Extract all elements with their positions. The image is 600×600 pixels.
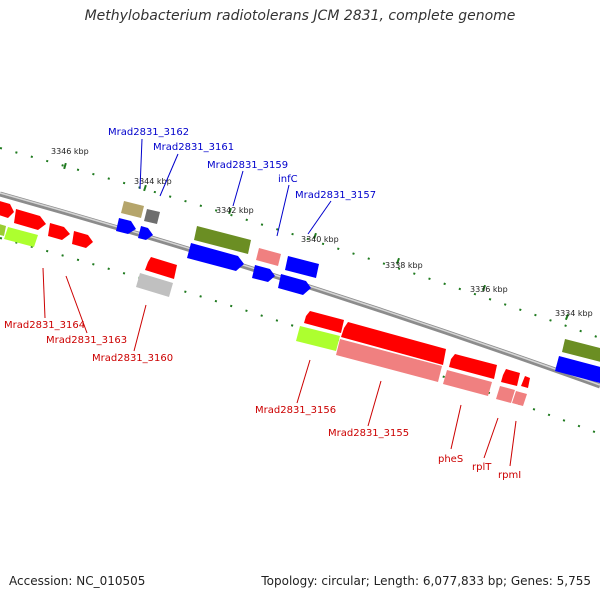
gene-feature[interactable] <box>194 226 251 254</box>
leader-line <box>42 267 46 319</box>
gene-feature[interactable] <box>296 326 340 351</box>
gene-feature[interactable] <box>0 200 14 218</box>
gene-feature[interactable] <box>304 311 344 333</box>
outer-ruler <box>0 147 600 339</box>
gene-label[interactable]: Mrad2831_3162 <box>108 127 189 138</box>
diagram-title: Methylobacterium radiotolerans JCM 2831,… <box>84 8 516 24</box>
gene-feature[interactable] <box>4 227 38 247</box>
gene-label[interactable]: Mrad2831_3159 <box>207 160 288 171</box>
gene-feature[interactable] <box>512 391 527 406</box>
ruler-tick <box>228 207 232 215</box>
gene-feature[interactable] <box>562 339 600 362</box>
forward-strand <box>0 200 600 383</box>
gene-feature[interactable] <box>256 248 281 266</box>
gene-label[interactable]: Mrad2831_3157 <box>295 190 376 201</box>
leader-line <box>276 184 290 237</box>
gene-feature[interactable] <box>14 209 46 230</box>
ruler-label: 3334 kbp <box>555 309 593 318</box>
gene-label[interactable]: Mrad2831_3161 <box>153 142 234 153</box>
gene-feature[interactable] <box>341 322 446 365</box>
gene-label[interactable]: Mrad2831_3163 <box>46 335 127 346</box>
ruler-tick <box>564 313 570 321</box>
gene-feature[interactable] <box>336 339 442 382</box>
ruler-label: 3338 kbp <box>385 261 423 270</box>
gene-feature[interactable] <box>48 223 70 240</box>
gene-feature[interactable] <box>496 386 515 403</box>
gene-feature[interactable] <box>521 376 530 388</box>
leader-line <box>296 359 311 404</box>
ruler-label: 3346 kbp <box>51 147 89 156</box>
gene-feature[interactable] <box>116 218 136 234</box>
genome-summary-text: Topology: circular; Length: 6,077,833 bp… <box>261 574 591 588</box>
gene-feature[interactable] <box>72 231 93 248</box>
gene-label[interactable]: Mrad2831_3160 <box>92 353 173 364</box>
gene-feature[interactable] <box>138 226 153 240</box>
gene-feature[interactable] <box>278 274 311 295</box>
ruler-label: 3342 kbp <box>216 206 254 215</box>
leader-line <box>307 200 332 235</box>
leader-line <box>367 380 382 427</box>
gene-feature[interactable] <box>187 243 244 271</box>
reverse-strand <box>136 257 530 406</box>
reverse-leaders <box>42 267 517 467</box>
gene-feature[interactable] <box>555 356 600 383</box>
gene-label[interactable]: infC <box>278 174 298 185</box>
gene-label[interactable]: Mrad2831_3156 <box>255 405 336 416</box>
leader-line <box>159 153 179 197</box>
gene-feature[interactable] <box>121 201 144 218</box>
ruler-label: 3340 kbp <box>301 235 339 244</box>
ruler-tick <box>143 184 147 192</box>
leader-line <box>139 138 143 190</box>
ruler-tick <box>481 284 487 292</box>
leader-line <box>232 170 244 207</box>
ruler-label: 3344 kbp <box>134 177 172 186</box>
leader-line <box>509 420 517 467</box>
gene-feature[interactable] <box>0 223 6 236</box>
gene-label[interactable]: Mrad2831_3155 <box>328 428 409 439</box>
gene-label[interactable]: Mrad2831_3164 <box>4 320 85 331</box>
gene-feature[interactable] <box>449 354 497 379</box>
gene-feature[interactable] <box>252 265 275 282</box>
gene-feature[interactable] <box>443 370 492 396</box>
leader-line <box>450 404 462 450</box>
accession-text: Accession: NC_010505 <box>9 574 146 588</box>
gene-feature[interactable] <box>144 209 160 224</box>
leader-line <box>483 417 499 459</box>
gene-label[interactable]: pheS <box>438 454 463 465</box>
gene-feature[interactable] <box>136 273 173 297</box>
gene-feature[interactable] <box>285 256 319 278</box>
gene-label[interactable]: rplT <box>472 462 492 473</box>
ruler-tick <box>313 232 317 240</box>
forward-leaders <box>139 138 332 237</box>
ruler-label: 3336 kbp <box>470 285 508 294</box>
leader-line <box>133 304 147 352</box>
ruler-tick <box>396 257 400 265</box>
ruler-tick <box>63 162 67 170</box>
leader-line <box>65 275 88 334</box>
gene-feature[interactable] <box>501 369 520 386</box>
gene-feature[interactable] <box>145 257 177 279</box>
gene-label[interactable]: rpmI <box>498 470 521 481</box>
